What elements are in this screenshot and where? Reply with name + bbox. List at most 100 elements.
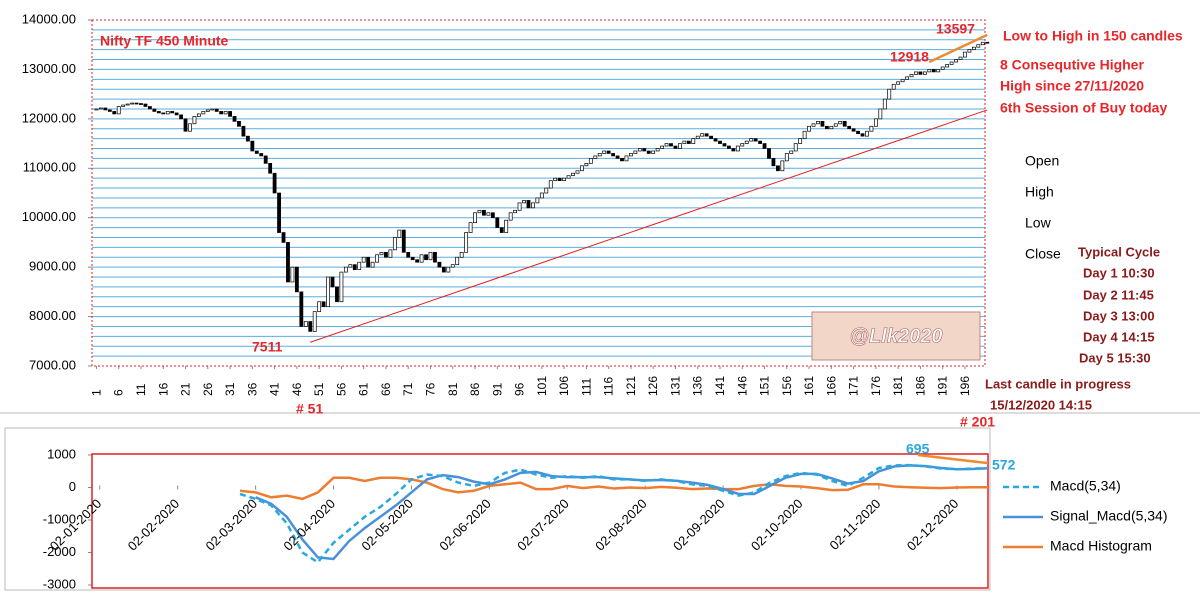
x-tick-label: 191 (936, 376, 950, 396)
note: 6th Session of Buy today (1000, 100, 1167, 116)
candle (588, 158, 593, 164)
candle (379, 251, 384, 256)
x-tick-label: 171 (847, 376, 861, 396)
y-tick-label: 14000.00 (22, 11, 76, 26)
candle (611, 153, 616, 157)
candle (415, 259, 420, 263)
candle (709, 135, 713, 139)
candle (490, 212, 495, 219)
candle (107, 109, 112, 112)
candle (116, 106, 121, 115)
legend-label: Macd(5,34) (1050, 478, 1121, 494)
candle (468, 222, 473, 233)
candle (183, 118, 188, 132)
series-line (239, 476, 988, 501)
candle (575, 170, 580, 174)
candle (909, 74, 914, 78)
candle (900, 78, 905, 83)
candle (642, 148, 647, 152)
x-tick-label: 91 (490, 382, 504, 396)
candle (833, 123, 838, 127)
candle (695, 135, 700, 139)
x-tick-label: 1 (89, 389, 103, 396)
candle (152, 108, 157, 112)
x-tick-label: 181 (891, 376, 905, 396)
x-tick-label: 71 (401, 382, 415, 396)
candle (232, 116, 237, 122)
x-tick-label: 106 (557, 376, 571, 396)
candle (499, 227, 504, 233)
candle (504, 219, 509, 233)
note: Low to High in 150 candles (1003, 28, 1183, 44)
candle (428, 251, 433, 261)
series-line (239, 463, 989, 564)
candle (829, 125, 834, 130)
candle (241, 125, 246, 137)
candle (112, 111, 117, 115)
candle (192, 116, 197, 125)
candle (664, 143, 669, 147)
legend-label: Signal_Macd(5,34) (1050, 508, 1168, 524)
candle (985, 41, 990, 44)
candle (223, 111, 228, 115)
candle (370, 261, 375, 268)
candle (446, 266, 451, 273)
candle (753, 138, 758, 142)
candle (963, 51, 967, 58)
candle (580, 165, 584, 172)
candle (214, 108, 219, 112)
candle (268, 162, 273, 174)
candle (633, 150, 638, 154)
candle (940, 66, 945, 70)
cycle-title: Typical Cycle (1078, 244, 1160, 259)
x-tick-label: 126 (646, 376, 660, 396)
candle (156, 111, 161, 114)
candle (196, 113, 201, 117)
x-tick-label: 86 (468, 382, 482, 396)
y-tick-label: -2000 (43, 544, 76, 559)
candle (103, 107, 108, 111)
x-tick-label: 161 (802, 376, 816, 396)
candle (170, 111, 175, 114)
candle (847, 125, 852, 130)
candle (584, 162, 589, 167)
x-tick-label: 141 (713, 376, 727, 396)
candle (303, 321, 308, 327)
x-tick-label: 146 (735, 376, 749, 396)
candle (130, 102, 134, 105)
x-tick-label: 51 (312, 382, 326, 396)
candle (326, 276, 330, 308)
candle (882, 98, 887, 110)
marks (94, 33, 990, 564)
candle (905, 76, 909, 80)
y-tick-label: 7000.00 (29, 357, 76, 372)
y-tick-label: -3000 (43, 576, 76, 591)
candle (838, 120, 843, 125)
candle (294, 266, 299, 293)
x-tick-label: 131 (668, 376, 682, 396)
candle (686, 140, 691, 144)
candle (873, 118, 878, 127)
candle (811, 123, 816, 127)
trend-line (917, 453, 989, 465)
grid-layer (88, 19, 985, 586)
note: 8 Consequtive Higher (1000, 57, 1144, 73)
candle (744, 140, 749, 144)
candle (179, 114, 183, 120)
candle (486, 212, 491, 216)
candle (455, 256, 460, 266)
candle (495, 217, 500, 228)
candle (531, 202, 535, 209)
annotation: 572 (992, 457, 1016, 473)
candle (299, 291, 304, 327)
candle (731, 148, 736, 152)
candle (927, 69, 932, 73)
candle (553, 177, 558, 181)
candle (878, 108, 883, 120)
y-tick-label: 8000.00 (29, 308, 76, 323)
x-tick-label: 36 (245, 382, 259, 396)
candle (143, 103, 148, 107)
watermark-box (811, 311, 981, 361)
x-tick-label: 111 (579, 377, 593, 396)
candle (976, 44, 981, 48)
